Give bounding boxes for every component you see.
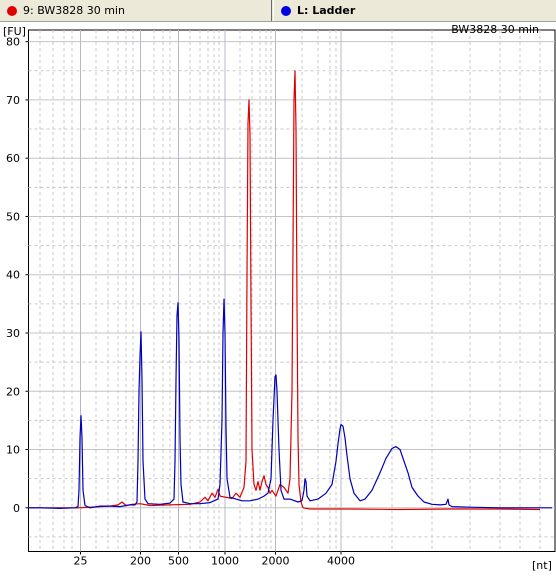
- x-axis-unit-label: [nt]: [532, 559, 552, 572]
- y-axis-unit-label: [FU]: [3, 25, 26, 38]
- x-tick-labels: 25 200 500 1000 2000 4000: [74, 551, 355, 568]
- y-tick-label: 10: [6, 444, 20, 457]
- y-tick-label: 20: [6, 385, 20, 398]
- tab-sample-bw3828[interactable]: 9: BW3828 30 min: [0, 0, 272, 21]
- tab-label-sample: 9: BW3828 30 min: [23, 4, 125, 17]
- series-line-ladder: [28, 298, 552, 509]
- series-group: [28, 70, 552, 511]
- y-tick-label: 50: [6, 210, 20, 223]
- grid-lines: [28, 29, 556, 552]
- y-tick-label: 30: [6, 327, 20, 340]
- sample-color-dot-icon: [7, 5, 17, 16]
- y-tick-label: 40: [6, 269, 20, 282]
- x-tick-label: 500: [168, 555, 189, 568]
- x-tick-label: 4000: [327, 555, 355, 568]
- x-tick-label: 2000: [262, 555, 290, 568]
- sample-tab-bar: 9: BW3828 30 min L: Ladder: [0, 0, 556, 22]
- x-tick-label: 25: [74, 555, 88, 568]
- y-tick-label: 80: [6, 36, 20, 49]
- tab-ladder[interactable]: L: Ladder: [273, 0, 556, 21]
- electropherogram-chart: 0 10 20 30 40 50 60 70 80 25 200 500 1000 2000 4000 [FU…: [3, 23, 556, 572]
- x-tick-label: 200: [130, 555, 151, 568]
- series-line-sample: [28, 70, 541, 511]
- x-tick-label: 1000: [211, 555, 239, 568]
- plot-area: [28, 29, 556, 552]
- y-tick-labels: 0 10 20 30 40 50 60 70 80: [6, 36, 29, 515]
- y-tick-label: 60: [6, 152, 20, 165]
- tab-label-ladder: L: Ladder: [297, 4, 356, 17]
- chart-title: BW3828 30 min: [451, 23, 539, 36]
- y-tick-label: 70: [6, 94, 20, 107]
- y-tick-label: 0: [13, 502, 20, 515]
- ladder-color-dot-icon: [281, 5, 291, 16]
